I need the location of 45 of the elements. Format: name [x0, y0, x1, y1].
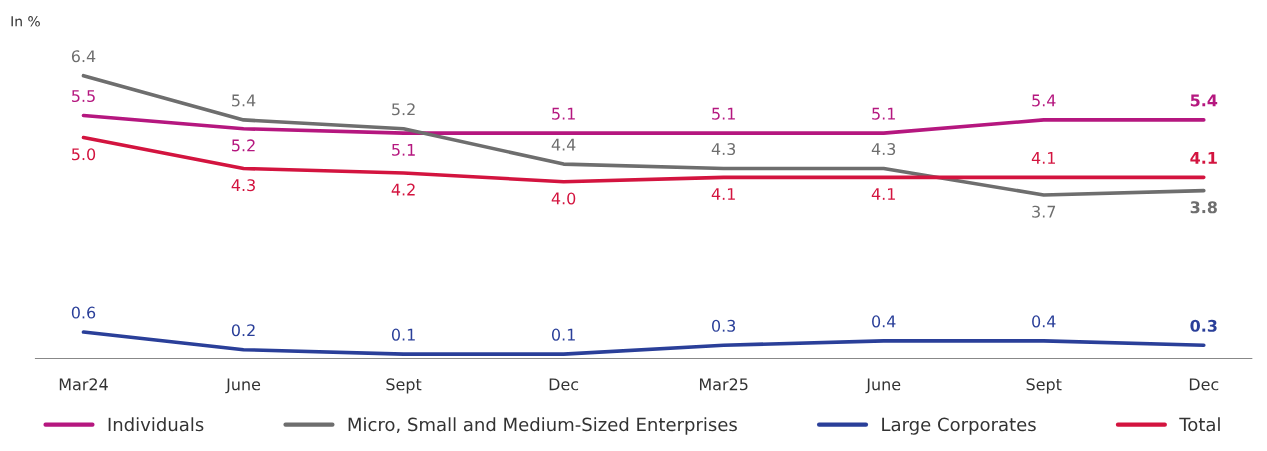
legend-label: Micro, Small and Medium-Sized Enterprises — [348, 417, 737, 435]
x-tick-label: June — [225, 378, 261, 394]
legend-label: Total — [1179, 417, 1220, 432]
x-tick-label: Dec — [549, 378, 579, 391]
data-label: 6.4 — [71, 50, 96, 63]
data-label: 4.2 — [391, 183, 415, 196]
data-label: 5.4 — [1032, 94, 1056, 107]
data-label: 5.1 — [552, 107, 575, 120]
data-label: 5.2 — [232, 139, 255, 152]
data-label: 5.2 — [392, 103, 415, 116]
data-label: 0.4 — [872, 315, 896, 328]
x-tick-label: Sept — [1026, 378, 1062, 394]
data-label: 4.1 — [1031, 152, 1055, 164]
data-label: 0.3 — [1190, 319, 1217, 332]
data-label: 4.3 — [871, 143, 896, 156]
data-label: 0.2 — [231, 324, 255, 337]
data-label: 4.1 — [1190, 152, 1217, 164]
data-label: 4.3 — [231, 179, 255, 192]
text: In % — [11, 16, 40, 27]
data-label: 5.4 — [1190, 94, 1218, 107]
x-tick-label: Sept — [386, 378, 422, 394]
data-label: 3.8 — [1190, 201, 1217, 214]
x-tick-label: Mar24 — [59, 378, 108, 391]
legend-label: Individuals — [108, 417, 204, 432]
data-label: 3.7 — [1032, 205, 1056, 218]
data-label: 0.1 — [391, 328, 415, 341]
data-label: 5.1 — [392, 143, 415, 156]
x-tick-label: June — [865, 378, 901, 394]
data-label: 0.4 — [1032, 315, 1056, 328]
data-label: 5.1 — [712, 107, 735, 120]
data-label: 0.3 — [712, 319, 736, 332]
data-label: 4.1 — [871, 188, 895, 200]
data-label: 0.6 — [71, 306, 96, 319]
data-label: 5.4 — [232, 94, 256, 107]
x-tick-label: Mar25 — [699, 378, 748, 391]
data-label: 0.1 — [551, 328, 575, 341]
data-label: 5.1 — [872, 107, 895, 120]
x-tick-label: Dec — [1189, 378, 1219, 391]
data-label: 5.0 — [72, 148, 96, 161]
data-label: 5.5 — [72, 90, 95, 103]
data-label: 4.1 — [711, 188, 735, 200]
data-label: 4.4 — [551, 138, 576, 151]
data-label: 4.0 — [551, 192, 576, 205]
legend-label: Large Corporates — [882, 417, 1036, 435]
data-label: 4.3 — [711, 143, 736, 156]
